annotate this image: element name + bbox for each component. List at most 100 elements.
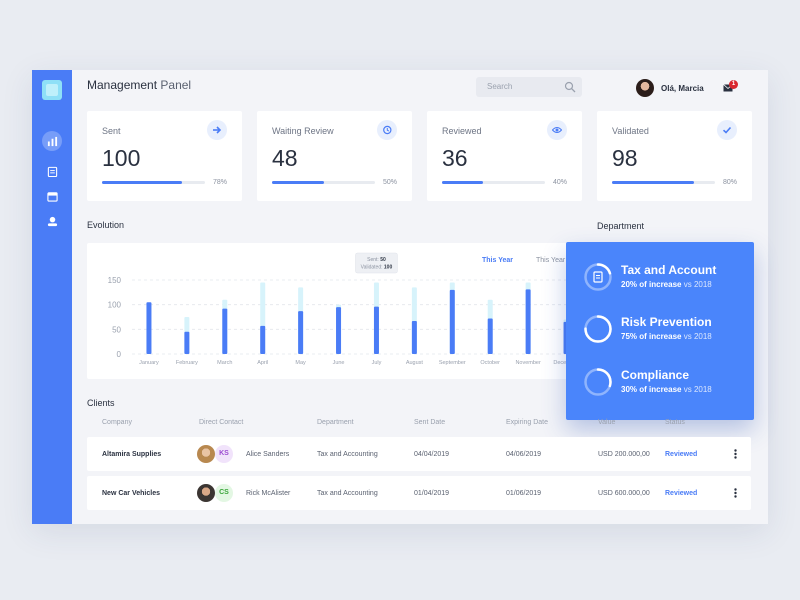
status-badge: Reviewed <box>665 490 698 497</box>
stat-percent: 50% <box>382 179 397 186</box>
cell-value: USD 200.000,00 <box>598 451 650 458</box>
evolution-chart: 0 50 100 150 January February March April May Jun… <box>87 243 597 379</box>
stat-percent: 40% <box>552 179 567 186</box>
stat-label: Sent <box>102 126 121 136</box>
user-greeting[interactable]: Olá, Marcia <box>661 84 704 93</box>
y-tick-label: 0 <box>117 350 122 359</box>
department-popup: Tax and Account 20% of increase vs 2018 … <box>566 242 754 420</box>
chart-icon[interactable] <box>42 131 62 151</box>
arrow-right-icon[interactable] <box>207 120 227 140</box>
x-tick-label: July <box>372 360 382 366</box>
chart-canvas: 0 50 100 150 January February March April May Jun… <box>108 252 587 366</box>
cell-contact: Alice Sanders <box>246 451 290 458</box>
stat-value: 36 <box>442 145 468 171</box>
status-badge: Reviewed <box>665 451 698 458</box>
cell-company: New Car Vehicles <box>102 490 160 497</box>
progress-bar <box>612 181 715 184</box>
cell-expiring-date: 01/06/2019 <box>506 490 542 497</box>
user-icon[interactable] <box>42 211 62 231</box>
progress-bar <box>102 181 205 184</box>
section-clients: Clients <box>87 398 115 408</box>
bar-sent <box>373 306 379 354</box>
cell-expiring-date: 04/06/2019 <box>506 451 542 458</box>
department-vs: vs 2018 <box>683 332 712 341</box>
x-tick-label: January <box>139 360 159 366</box>
y-tick-label: 150 <box>108 276 122 285</box>
department-vs: vs 2018 <box>683 280 712 289</box>
clipboard-icon <box>593 271 603 283</box>
stat-value: 48 <box>272 145 298 171</box>
cell-sent-date: 01/04/2019 <box>414 490 450 497</box>
x-tick-label: August <box>406 360 424 366</box>
stat-card-validated: Validated 98 80% <box>597 111 752 201</box>
tab-this-year[interactable]: This Year <box>482 257 514 264</box>
bar-sent <box>336 307 342 354</box>
table-row[interactable]: New Car Vehicles CS Rick McAlister Tax a… <box>87 476 751 510</box>
department-title: Risk Prevention <box>621 315 712 329</box>
stat-card-waiting-review: Waiting Review 48 50% <box>257 111 412 201</box>
cell-department: Tax and Accounting <box>317 451 378 458</box>
history-icon[interactable] <box>377 120 397 140</box>
department-vs: vs 2018 <box>683 385 712 394</box>
chart-tooltip <box>355 252 398 274</box>
bar-sent <box>525 289 531 354</box>
bar-sent <box>184 331 190 354</box>
tooltip-validated: Validated: 100 <box>361 265 393 271</box>
tooltip-sent: Sent: 50 <box>367 257 386 263</box>
stat-card-reviewed: Reviewed 36 40% <box>427 111 582 201</box>
more-icon[interactable] <box>734 488 737 498</box>
avatar[interactable] <box>636 79 654 97</box>
progress-bar <box>272 181 375 184</box>
cell-sent-date: 04/04/2019 <box>414 451 450 458</box>
stat-percent: 80% <box>722 179 737 186</box>
cell-department: Tax and Accounting <box>317 490 378 497</box>
title-main: Management <box>87 78 158 92</box>
eye-icon[interactable] <box>547 120 567 140</box>
app-logo[interactable] <box>42 80 62 100</box>
bar-sent <box>222 308 228 354</box>
department-item[interactable]: Risk Prevention 75% of increase vs 2018 <box>583 314 743 346</box>
progress-bar <box>442 181 545 184</box>
bar-sent <box>146 302 152 354</box>
avatar <box>197 484 215 502</box>
notification-badge: 1 <box>729 80 738 89</box>
stat-value: 100 <box>102 145 141 171</box>
y-tick-label: 50 <box>112 325 121 334</box>
department-subtitle: 20% of increase vs 2018 <box>621 280 712 289</box>
stat-label: Waiting Review <box>272 126 334 136</box>
progress-ring <box>584 263 612 291</box>
contact-initials: CS <box>215 484 233 502</box>
tab-last-year[interactable]: This Year <box>536 257 566 264</box>
bar-sent <box>260 325 266 354</box>
search-input[interactable]: Search <box>476 77 582 97</box>
x-tick-label: March <box>217 360 232 366</box>
stat-label: Reviewed <box>442 126 482 136</box>
search-placeholder: Search <box>487 82 513 91</box>
calendar-icon[interactable] <box>42 186 62 206</box>
bar-sent <box>411 320 417 354</box>
sidebar <box>32 70 72 524</box>
cell-value: USD 600.000,00 <box>598 490 650 497</box>
progress-ring <box>584 315 612 343</box>
y-tick-label: 100 <box>108 301 122 310</box>
table-row[interactable]: Altamira Supplies KS Alice Sanders Tax a… <box>87 437 751 471</box>
stat-value: 98 <box>612 145 638 171</box>
avatar <box>197 445 215 463</box>
progress-ring <box>584 368 612 396</box>
more-icon[interactable] <box>734 449 737 459</box>
department-pct: 30% of increase <box>621 385 682 394</box>
bar-sent <box>449 289 455 354</box>
department-item[interactable]: Tax and Account 20% of increase vs 2018 <box>583 262 743 294</box>
bar-sent <box>298 311 304 354</box>
x-tick-label: November <box>515 360 541 366</box>
stat-label: Validated <box>612 126 649 136</box>
clipboard-icon[interactable] <box>42 161 62 181</box>
cell-contact: Rick McAlister <box>246 490 291 497</box>
stat-percent: 78% <box>212 179 227 186</box>
x-tick-label: October <box>480 360 500 366</box>
search-icon[interactable] <box>564 81 576 93</box>
department-title: Compliance <box>621 368 690 382</box>
department-pct: 75% of increase <box>621 332 682 341</box>
check-icon[interactable] <box>717 120 737 140</box>
department-item[interactable]: Compliance 30% of increase vs 2018 <box>583 367 743 399</box>
